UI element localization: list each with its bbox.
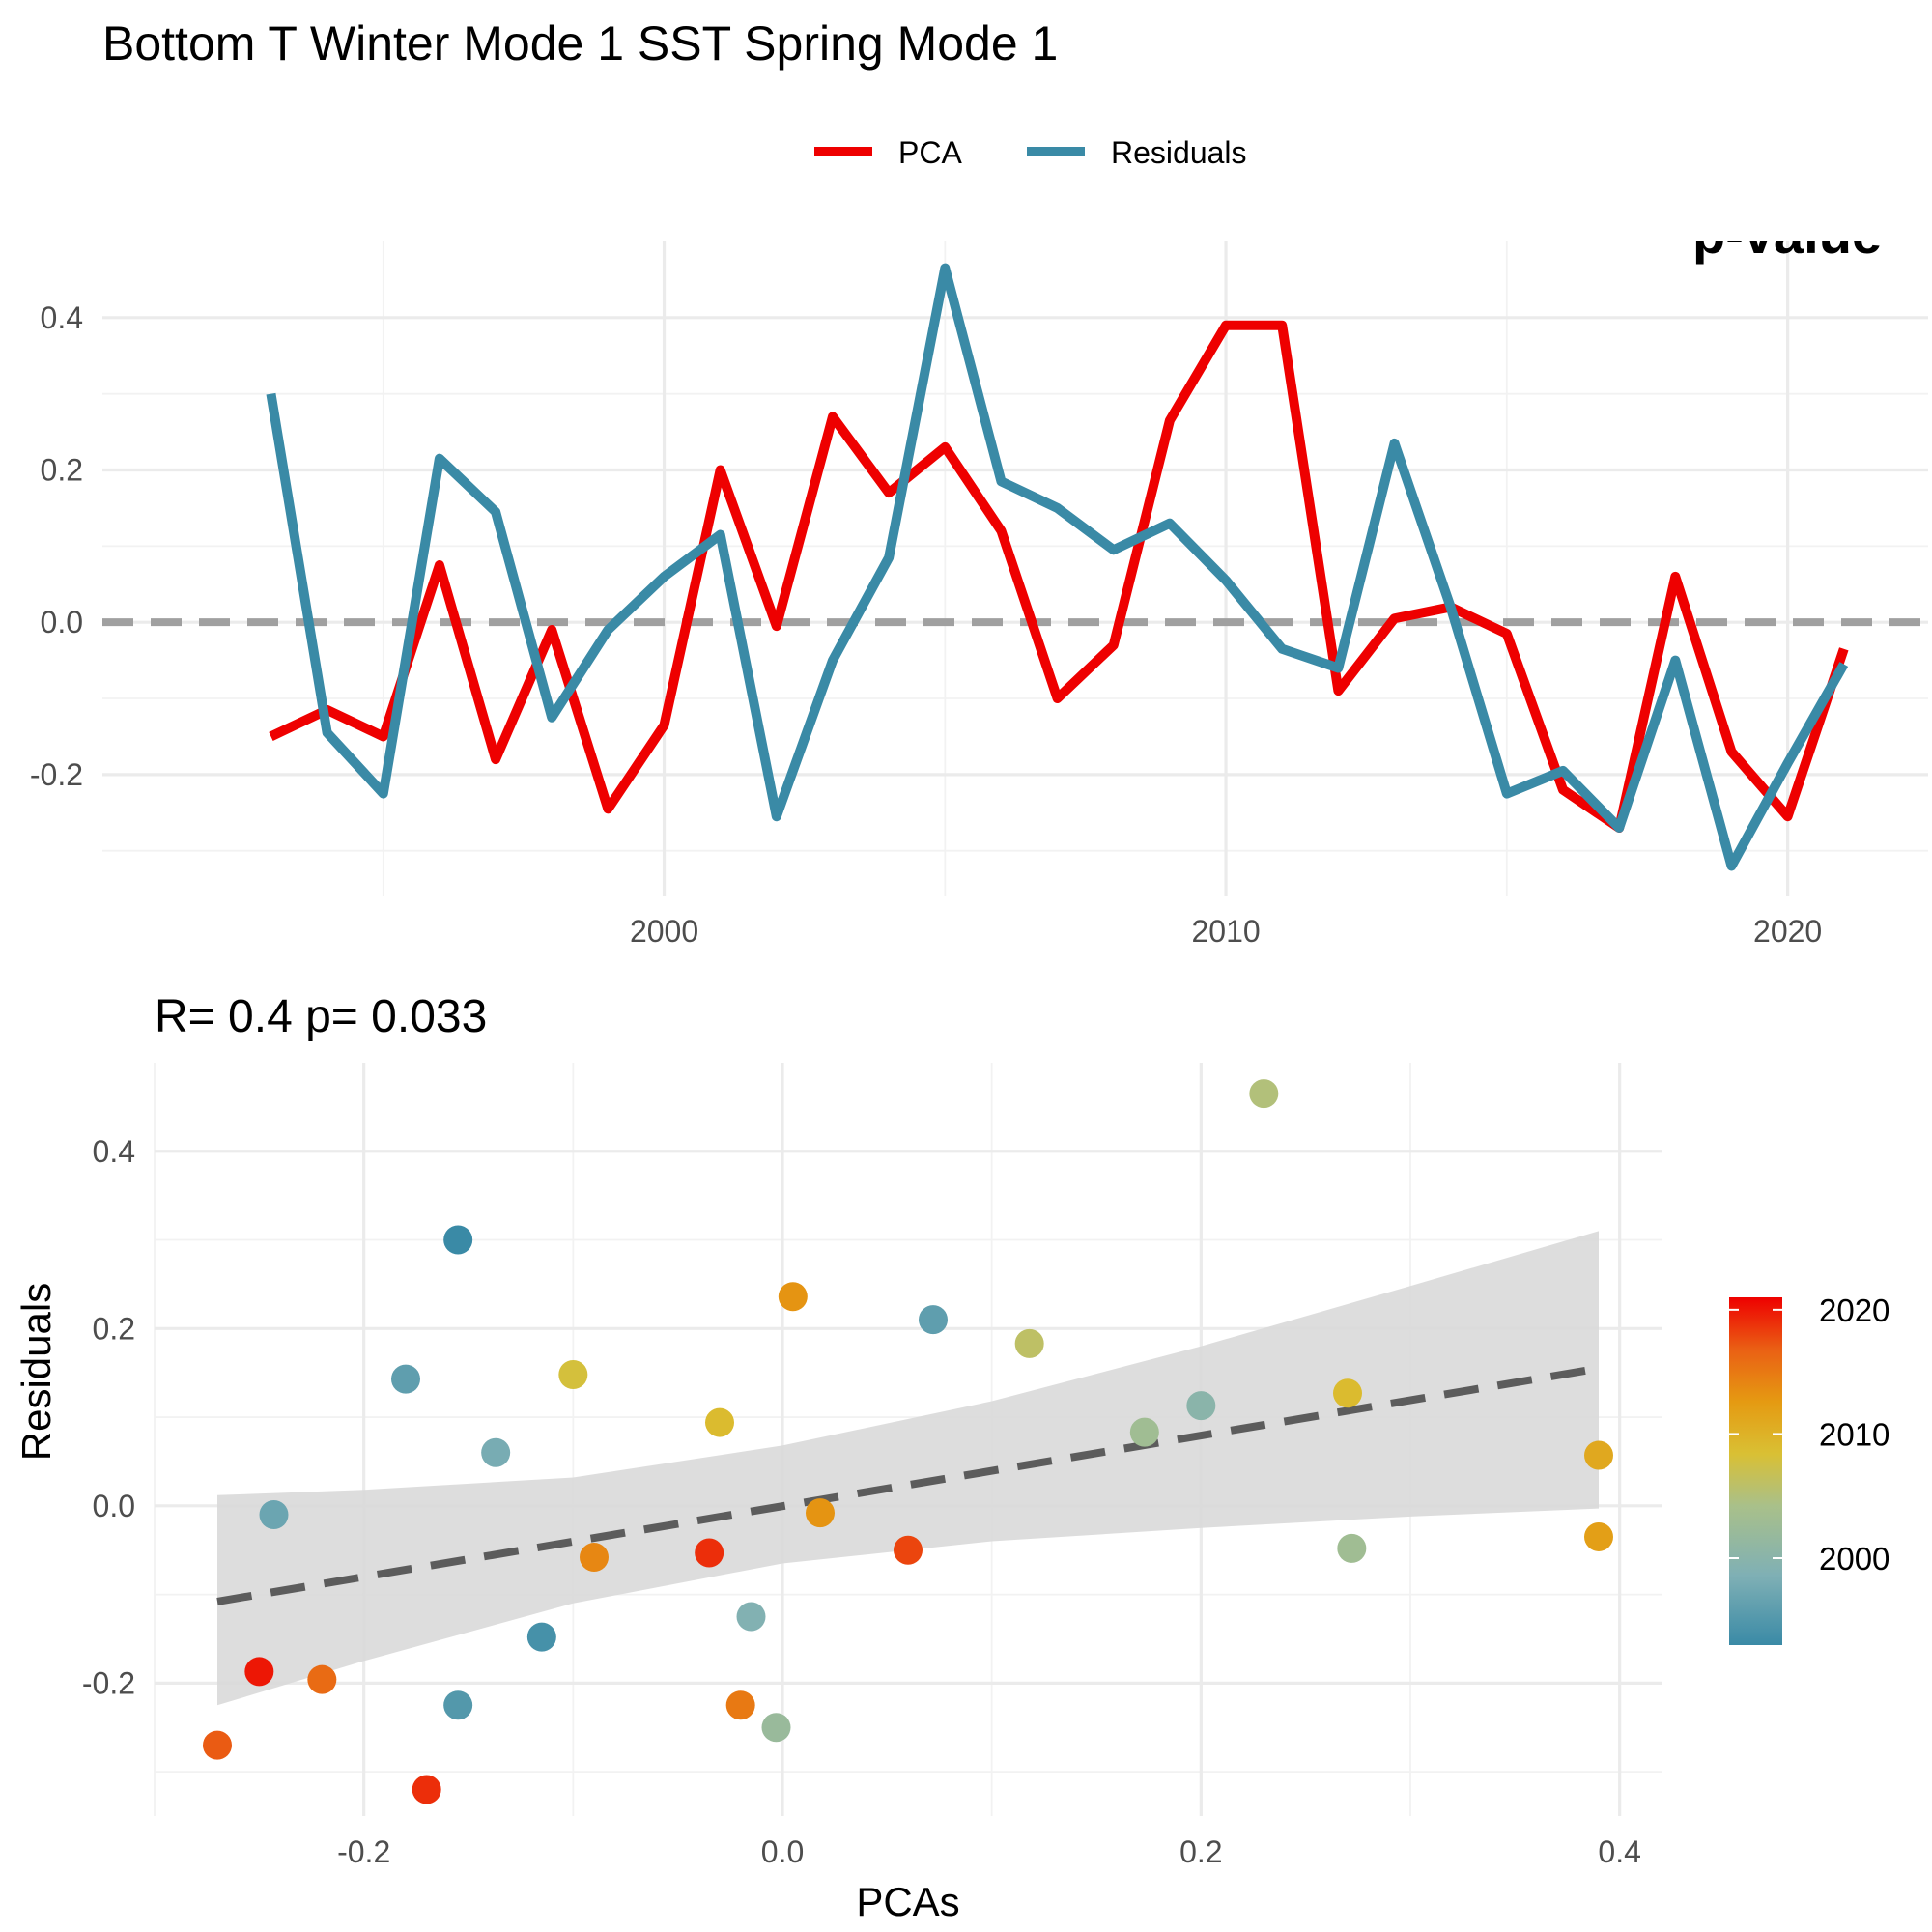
x-tick-label: 2020 [1753, 914, 1822, 949]
x-tick-label: 0.4 [1598, 1834, 1640, 1869]
top-panel-ticks: -0.2 0.0 0.2 0.4 2000 2010 2020 [30, 300, 1822, 949]
scatter-point [259, 1500, 289, 1529]
series-line-pca [269, 320, 1849, 834]
color-bar-tick-label: 2020 [1819, 1293, 1889, 1328]
legend: PCA Residuals [814, 135, 1247, 170]
scatter-point [307, 1664, 337, 1694]
scatter-point [1584, 1521, 1613, 1551]
color-bar-tick-label: 2010 [1819, 1416, 1889, 1452]
scatter-point [203, 1730, 232, 1760]
scatter-point [391, 1364, 420, 1394]
y-tick-label: -0.2 [30, 757, 83, 792]
x-tick-label: -0.2 [337, 1834, 390, 1869]
scatter-point [1337, 1533, 1367, 1563]
color-bar [1729, 1297, 1782, 1645]
y-tick-label: 0.0 [41, 605, 83, 639]
confidence-band [217, 1231, 1599, 1706]
y-tick-label: 0.4 [41, 300, 83, 335]
scatter-panel-ticks: -0.2 0.0 0.2 0.4 -0.2 0.0 0.2 0.4 [82, 1134, 1641, 1869]
color-bar-tick-label: 2000 [1819, 1541, 1889, 1577]
scatter-point [443, 1690, 473, 1720]
scatter-point [725, 1690, 755, 1720]
x-tick-label: 0.0 [761, 1834, 804, 1869]
scatter-point [1249, 1079, 1279, 1109]
legend-label-residuals: Residuals [1111, 135, 1247, 170]
scatter-point [1129, 1417, 1159, 1447]
y-tick-label: -0.2 [82, 1665, 135, 1700]
x-axis-label: PCAs [856, 1879, 959, 1924]
scatter-point [412, 1775, 441, 1804]
color-bar-ticks: 2000 2010 2020 [1729, 1293, 1889, 1577]
scatter-point [1333, 1378, 1362, 1408]
x-tick-label: 2000 [630, 914, 698, 949]
clipped-annotation: p-value [1692, 204, 1882, 265]
scatter-point [580, 1543, 609, 1573]
series-line-residuals [266, 263, 1849, 871]
scatter-point [894, 1535, 923, 1565]
y-tick-label: 0.4 [93, 1134, 135, 1169]
scatter-point [244, 1657, 274, 1687]
scatter-point [736, 1602, 766, 1632]
scatter-point [443, 1225, 473, 1255]
chart-title: Bottom T Winter Mode 1 SST Spring Mode 1 [102, 16, 1058, 71]
scatter-point [919, 1305, 948, 1335]
scatter-points [203, 1079, 1613, 1804]
y-tick-label: 0.2 [41, 453, 83, 488]
scatter-point [695, 1538, 724, 1568]
x-tick-label: 0.2 [1179, 1834, 1222, 1869]
legend-label-pca: PCA [898, 135, 962, 170]
scatter-point [761, 1713, 791, 1743]
scatter-point [1014, 1328, 1044, 1358]
regression-fit-line [216, 1364, 1600, 1605]
color-legend: 2000 2010 2020 [1729, 1293, 1889, 1645]
scatter-point [705, 1407, 734, 1437]
scatter-point [1584, 1440, 1613, 1470]
scatter-subtitle: R= 0.4 p= 0.033 [155, 991, 487, 1042]
scatter-point [778, 1282, 808, 1312]
y-tick-label: 0.0 [93, 1489, 135, 1523]
scatter-point [558, 1360, 588, 1390]
scatter-point [1186, 1391, 1216, 1421]
x-tick-label: 2010 [1191, 914, 1260, 949]
y-axis-label: Residuals [14, 1283, 59, 1461]
scatter-point [806, 1498, 835, 1528]
scatter-point [526, 1622, 556, 1652]
y-tick-label: 0.2 [93, 1311, 135, 1346]
scatter-point [481, 1437, 511, 1467]
